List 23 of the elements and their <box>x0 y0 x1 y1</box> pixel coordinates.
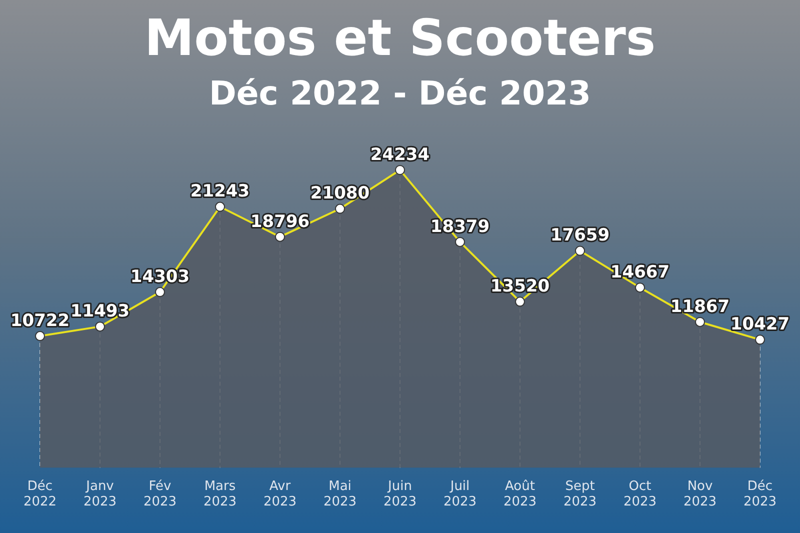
data-label: 18796 <box>250 212 310 232</box>
x-tick-label: Oct 2023 <box>623 478 657 510</box>
x-tick-label: Mai 2023 <box>323 478 357 510</box>
data-label: 24234 <box>370 144 430 165</box>
data-label: 11867 <box>670 296 730 317</box>
x-tick-label: Fév 2023 <box>143 478 177 510</box>
x-tick-label: Janv 2023 <box>83 478 117 510</box>
x-tick-label: Mars 2023 <box>203 478 237 510</box>
data-label: 17659 <box>550 226 610 246</box>
x-tick-label: Nov 2023 <box>683 478 717 510</box>
x-tick-label: Juil 2023 <box>443 478 477 510</box>
data-label: 10722 <box>10 310 70 331</box>
data-label: 11493 <box>70 301 130 322</box>
data-label: 10427 <box>730 314 790 335</box>
x-tick-label: Déc 2023 <box>743 478 777 510</box>
x-tick-label: Sept 2023 <box>563 478 597 510</box>
x-tick-label: Août 2023 <box>503 478 537 510</box>
chart-title: Motos et Scooters <box>144 8 656 67</box>
x-tick-label: Déc 2022 <box>23 478 57 510</box>
data-label: 21243 <box>190 182 250 202</box>
x-tick-label: Juin 2023 <box>383 478 417 510</box>
x-tick-label: Avr 2023 <box>263 478 297 510</box>
chart-subtitle: Déc 2022 - Déc 2023 <box>208 73 592 112</box>
